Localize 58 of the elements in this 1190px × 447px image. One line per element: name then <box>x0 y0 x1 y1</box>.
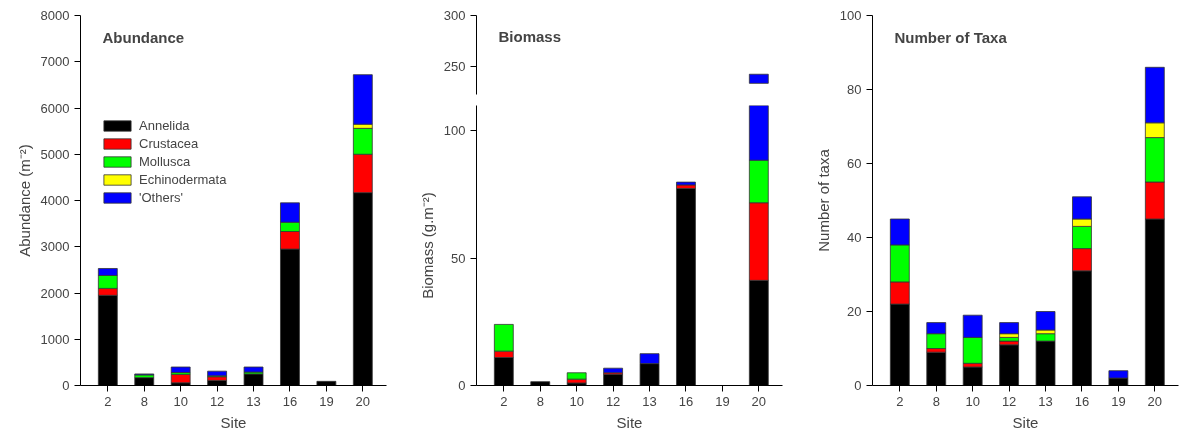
x-tick-label: 10 <box>569 393 584 409</box>
y-tick-label: 6000 <box>40 100 70 116</box>
y-tick-label: 300 <box>443 8 466 23</box>
x-tick-label: 2 <box>896 393 904 409</box>
y-tick-label: 100 <box>443 123 466 139</box>
legend-label: Mollusca <box>139 154 191 169</box>
y-tick-label: 2000 <box>40 285 70 301</box>
y-tick-label: 100 <box>839 8 862 23</box>
legend-label: 'Others' <box>139 190 183 205</box>
y-axis-title: Number of taxa <box>814 148 832 252</box>
text: Number of Taxa <box>894 28 1008 46</box>
x-tick-label: 13 <box>642 393 657 409</box>
x-axis-title: Site <box>616 413 643 431</box>
y-tick-label: 80 <box>847 82 862 97</box>
x-tick-label: 20 <box>1147 393 1163 409</box>
y-tick-label: 8000 <box>40 8 70 23</box>
x-tick-label: 2 <box>500 393 508 409</box>
y-tick-label: 0 <box>854 378 862 393</box>
x-tick-label: 12 <box>605 393 621 409</box>
x-tick-label: 8 <box>932 393 940 409</box>
y-tick-label: 4000 <box>40 193 70 208</box>
x-tick-label: 8 <box>536 393 544 409</box>
x-axis-title: Site <box>1012 413 1039 431</box>
x-tick-label: 19 <box>319 393 334 409</box>
x-tick-label: 12 <box>209 393 225 409</box>
x-tick-label: 19 <box>1111 393 1126 409</box>
x-tick-label: 8 <box>140 393 148 409</box>
x-tick-label: 20 <box>751 393 767 409</box>
text: Abundance <box>102 28 185 46</box>
y-tick-label: 0 <box>62 378 70 393</box>
y-tick-label: 60 <box>847 156 862 171</box>
x-tick-label: 12 <box>1001 393 1017 409</box>
x-tick-label: 16 <box>1074 393 1090 409</box>
x-tick-label: 16 <box>282 393 298 409</box>
x-tick-label: 10 <box>965 393 980 409</box>
x-tick-label: 2 <box>104 393 112 409</box>
legend-label: Crustacea <box>139 136 199 151</box>
x-tick-label: 19 <box>715 393 730 409</box>
x-tick-label: 13 <box>246 393 261 409</box>
y-tick-label: 0 <box>458 378 466 393</box>
y-tick-label: 3000 <box>40 239 70 255</box>
y-tick-label: 20 <box>847 304 862 319</box>
legend-label: Echinodermata <box>139 172 227 187</box>
y-tick-label: 250 <box>443 58 466 74</box>
x-tick-label: 20 <box>355 393 371 409</box>
y-tick-label: 40 <box>847 230 862 245</box>
text: Biomass <box>498 27 562 45</box>
y-tick-label: 5000 <box>40 146 70 162</box>
x-axis-title: Site <box>220 413 247 431</box>
y-axis-title: Biomass (g.m⁻²) <box>418 192 436 299</box>
y-tick-label: 7000 <box>40 54 70 70</box>
x-tick-label: 10 <box>173 393 188 409</box>
y-tick-label: 50 <box>451 250 466 266</box>
x-tick-label: 16 <box>678 393 694 409</box>
y-axis-title: Abundance (m⁻²) <box>15 144 33 257</box>
x-tick-label: 13 <box>1038 393 1053 409</box>
y-tick-label: 1000 <box>40 331 70 347</box>
legend-label: Annelida <box>139 118 190 133</box>
